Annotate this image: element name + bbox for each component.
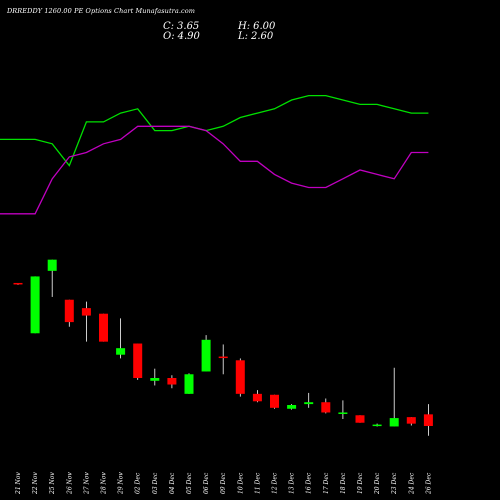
candle	[355, 415, 365, 423]
candle-body	[99, 313, 108, 342]
x-tick-label: 24 Dec	[408, 472, 415, 495]
high-label: H:	[238, 21, 251, 32]
candle	[372, 423, 382, 427]
candle	[304, 392, 314, 408]
candle	[321, 398, 331, 414]
candle	[235, 358, 245, 397]
candle-body	[184, 374, 194, 394]
x-tick-label: 26 Dec	[425, 472, 432, 495]
high-readout: H: 6.00	[238, 21, 275, 32]
candle	[64, 299, 74, 327]
candle-body	[389, 418, 399, 427]
candle	[167, 375, 177, 389]
candle	[389, 367, 399, 427]
low-label: L:	[238, 31, 249, 42]
x-tick-label: 02 Dec	[135, 472, 142, 494]
candle-body	[47, 259, 57, 271]
x-tick-label: 11 Dec	[254, 472, 261, 494]
close-label: C:	[163, 21, 175, 32]
open-label: O:	[163, 31, 175, 42]
x-tick-label: 25 Nov	[49, 472, 56, 495]
x-tick-label: 10 Dec	[237, 472, 244, 494]
x-tick-label: 20 Dec	[374, 472, 381, 495]
indicator-line-green	[0, 94, 429, 167]
candle-body	[270, 394, 279, 408]
x-tick-label: 13 Dec	[289, 472, 296, 494]
open-readout: O: 4.90	[163, 31, 200, 42]
candle-body	[252, 393, 262, 402]
x-tick-label: 16 Dec	[306, 472, 313, 494]
candle-body	[30, 276, 40, 334]
candle	[270, 394, 279, 409]
x-tick-label: 19 Dec	[357, 472, 364, 494]
candle	[99, 313, 108, 342]
candle	[218, 344, 228, 375]
candle-body	[372, 424, 382, 427]
x-tick-label: 27 Nov	[83, 472, 90, 495]
candle-body	[406, 417, 416, 424]
candle-body	[423, 414, 433, 426]
candle	[287, 404, 297, 410]
candle	[81, 301, 91, 342]
candle-body	[201, 339, 211, 372]
x-tick-label: 26 Nov	[66, 472, 73, 495]
indicator-line-magenta	[0, 125, 429, 215]
x-tick-label: 05 Dec	[186, 472, 193, 494]
candle	[406, 417, 416, 426]
candle-body	[167, 378, 177, 385]
candle-body	[355, 415, 365, 423]
x-tick-label: 18 Dec	[340, 472, 347, 494]
x-tick-label: 04 Dec	[169, 472, 176, 494]
x-tick-label: 22 Nov	[32, 472, 39, 495]
candle-body	[116, 348, 126, 355]
candle	[30, 276, 40, 334]
candle-body	[64, 299, 74, 323]
candle	[423, 404, 433, 436]
candle-body	[133, 343, 143, 378]
low-value: 2.60	[251, 31, 274, 42]
x-axis: 21 Nov 22 Nov 25 Nov 26 Nov 27 Nov 28 Nov 29 N…	[15, 472, 432, 495]
candle	[338, 400, 348, 419]
high-value: 6.00	[253, 21, 276, 32]
candle-body	[287, 405, 297, 409]
x-tick-label: 23 Dec	[391, 472, 398, 495]
candle	[13, 282, 23, 285]
candle-body	[81, 308, 91, 316]
candle-body	[235, 360, 245, 394]
open-value: 4.90	[177, 31, 200, 42]
x-tick-label: 12 Dec	[272, 472, 279, 494]
candle	[133, 343, 143, 380]
candle-body	[218, 356, 228, 359]
x-tick-label: 29 Nov	[118, 472, 125, 495]
x-tick-label: 28 Nov	[101, 472, 108, 495]
candle	[47, 259, 57, 297]
candle-panel	[13, 259, 433, 436]
candle	[201, 335, 211, 372]
x-tick-label: 09 Dec	[220, 472, 227, 494]
candle-body	[150, 378, 160, 381]
x-tick-label: 17 Dec	[323, 472, 330, 494]
low-readout: L: 2.60	[238, 31, 273, 42]
candle	[150, 368, 160, 386]
candle-body	[321, 402, 331, 413]
indicator-panel	[0, 94, 429, 215]
candle	[252, 390, 262, 403]
x-tick-label: 06 Dec	[203, 472, 210, 494]
chart-title: DRREDDY 1260.00 PE Options Chart Munafas…	[7, 7, 196, 15]
candle	[116, 318, 126, 359]
x-tick-label: 21 Nov	[15, 472, 22, 495]
x-tick-label: 03 Dec	[152, 472, 159, 494]
candle-body	[13, 282, 23, 285]
candle	[184, 373, 194, 394]
close-value: 3.65	[177, 21, 200, 32]
candle-body	[304, 402, 314, 405]
candle-body	[338, 412, 348, 414]
close-readout: C: 3.65	[163, 21, 199, 32]
